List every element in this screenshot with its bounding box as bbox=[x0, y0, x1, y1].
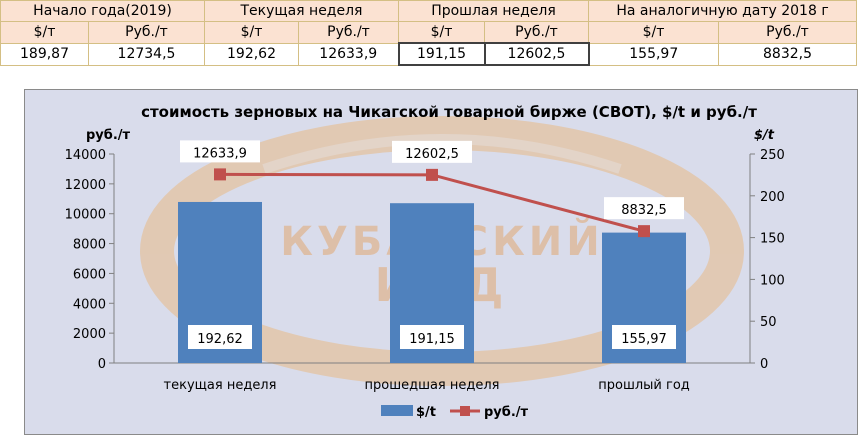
legend-usd-swatch bbox=[381, 405, 413, 416]
header-same-date-2018: На аналогичную дату 2018 г bbox=[588, 0, 857, 22]
line-data-label: 12633,9 bbox=[193, 146, 247, 161]
unit-rub: Руб./т bbox=[298, 21, 399, 44]
x-axis-category-label: прошедшая неделя bbox=[364, 378, 499, 393]
rub-series-marker bbox=[638, 225, 650, 238]
value-start-rub: 12734,5 bbox=[88, 42, 205, 66]
left-axis-tick-label: 6000 bbox=[73, 267, 106, 282]
value-current-usd: 192,62 bbox=[204, 42, 299, 66]
header-previous-week: Прошлая неделя bbox=[398, 0, 589, 22]
price-chart: КУБАНСКИЙ ИКД стоимость зерновых на Чика… bbox=[24, 89, 858, 435]
rub-series-marker bbox=[426, 168, 438, 181]
unit-rub: Руб./т bbox=[484, 21, 589, 44]
value-previous-usd: 191,15 bbox=[397, 42, 486, 66]
left-axis-unit: руб./т bbox=[86, 128, 131, 143]
bar-data-label-box bbox=[400, 325, 464, 349]
unit-usd: $/т bbox=[398, 21, 485, 44]
left-axis-tick-label: 12000 bbox=[65, 178, 106, 193]
right-axis-unit: $/t bbox=[754, 128, 775, 143]
right-axis-tick-label: 250 bbox=[760, 148, 785, 163]
legend-rub-marker bbox=[460, 406, 470, 416]
bar-data-label: 192,62 bbox=[197, 332, 243, 347]
unit-usd: $/т bbox=[588, 21, 719, 44]
line-data-label-box bbox=[604, 197, 684, 220]
legend-usd-label: $/t bbox=[416, 405, 436, 420]
line-data-label: 8832,5 bbox=[621, 203, 667, 218]
value-2018-rub: 8832,5 bbox=[718, 42, 857, 66]
value-start-usd: 189,87 bbox=[0, 42, 89, 66]
value-previous-rub: 12602,5 bbox=[483, 42, 590, 66]
unit-usd: $/т bbox=[0, 21, 89, 44]
x-axis-category-label: текущая неделя bbox=[164, 378, 277, 393]
right-axis-tick-label: 100 bbox=[760, 273, 785, 288]
right-axis-tick-label: 50 bbox=[760, 315, 777, 330]
bar-data-label: 191,15 bbox=[409, 332, 455, 347]
left-axis-tick-label: 10000 bbox=[65, 208, 106, 223]
bar-data-label-box bbox=[612, 325, 676, 349]
right-axis-tick-label: 150 bbox=[760, 232, 785, 247]
left-axis-tick-label: 8000 bbox=[73, 238, 106, 253]
rub-series-marker bbox=[214, 168, 226, 181]
left-axis-tick-label: 0 bbox=[98, 357, 106, 372]
left-axis-tick-label: 2000 bbox=[73, 327, 106, 342]
line-data-label: 12602,5 bbox=[405, 147, 459, 162]
header-start-of-year: Начало года(2019) bbox=[0, 0, 205, 22]
value-2018-usd: 155,97 bbox=[588, 42, 719, 66]
x-axis-category-label: прошлый год bbox=[598, 378, 690, 393]
bar-data-label: 155,97 bbox=[621, 332, 667, 347]
price-table: Начало года(2019) Текущая неделя Прошлая… bbox=[0, 0, 857, 66]
line-data-label-box bbox=[180, 140, 260, 163]
left-axis-tick-label: 4000 bbox=[73, 297, 106, 312]
chart-title: стоимость зерновых на Чикагской товарной… bbox=[141, 103, 757, 121]
unit-usd: $/т bbox=[204, 21, 299, 44]
value-current-rub: 12633,9 bbox=[298, 42, 399, 66]
header-current-week: Текущая неделя bbox=[204, 0, 399, 22]
bar-data-label-box bbox=[188, 325, 252, 349]
right-axis-tick-label: 200 bbox=[760, 190, 785, 205]
legend-rub-label: руб./т bbox=[484, 405, 529, 420]
unit-rub: Руб./т bbox=[88, 21, 205, 44]
left-axis-tick-label: 14000 bbox=[65, 148, 106, 163]
right-axis-tick-label: 0 bbox=[760, 357, 768, 372]
unit-rub: Руб./т bbox=[718, 21, 857, 44]
line-data-label-box bbox=[392, 140, 472, 163]
